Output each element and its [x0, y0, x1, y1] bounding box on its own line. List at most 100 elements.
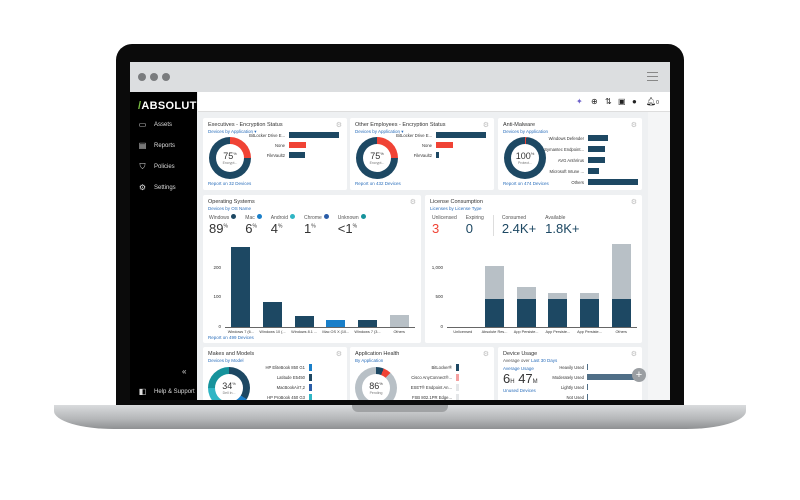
y-tick-label: 0: [440, 324, 443, 329]
add-circle-icon[interactable]: ⊕: [591, 97, 598, 106]
list-item-bar: [309, 374, 312, 381]
sidebar-item-settings[interactable]: ⚙ Settings: [138, 183, 176, 192]
gear-icon[interactable]: ⚙: [482, 351, 489, 358]
card-subtitle-link[interactable]: Devices by Model: [208, 358, 244, 363]
bar: [289, 142, 306, 148]
bar: [436, 132, 486, 138]
gear-icon[interactable]: ⚙: [630, 122, 637, 129]
card-device-usage: Device Usage Average over Last 30 Days ⚙…: [498, 347, 646, 400]
list-item-bar: [309, 394, 312, 400]
bar: [588, 146, 605, 152]
gear-icon[interactable]: ⚙: [335, 122, 342, 129]
list-item-label: FSB 802.1PR Edge...: [411, 395, 452, 400]
help-support-link[interactable]: ◧ Help & Support: [138, 387, 195, 396]
gear-icon[interactable]: ⚙: [630, 199, 637, 206]
right-gutter: [648, 112, 670, 400]
report-link[interactable]: Report on 499 Devices: [208, 335, 254, 340]
card-makes-models: Makes and Models Devices by Model ⚙ 34% D…: [203, 347, 347, 400]
period-link[interactable]: Last 30 Days: [530, 358, 558, 363]
bar-4: [580, 292, 599, 299]
x-tick-label: Mac OS X (10...: [322, 330, 350, 334]
list-item-label: HP EliteBook 850 G1: [265, 365, 306, 370]
y-tick-label: 500: [435, 294, 443, 300]
y-tick-label: 1,000: [431, 264, 443, 270]
bell-icon[interactable]: 🔔︎0: [646, 97, 659, 106]
legend-label: Windows: [209, 214, 237, 221]
legend-swatch: [256, 214, 262, 219]
list-item-label: MacBookAir7,2: [276, 385, 305, 390]
donut-label: Protect...: [517, 161, 532, 165]
hours: 6: [503, 371, 511, 386]
window-close-button[interactable]: [138, 73, 146, 81]
donut-percent-wrap: 100%: [511, 151, 539, 161]
window-maximize-button[interactable]: [162, 73, 170, 81]
user-icon[interactable]: ●: [632, 97, 637, 106]
calendar-icon[interactable]: ▣: [618, 97, 626, 106]
y-tick-label: 100: [213, 294, 221, 300]
card-subtitle-link[interactable]: Licenses by License Type: [430, 206, 482, 211]
list-item-label: BitLocker®: [431, 365, 452, 370]
license-bar-chart: 0 500 1,000 Unlicensed Absolute Res... App Pe…: [425, 235, 642, 335]
list-item-label: Latitude E5450: [276, 375, 305, 380]
card-subtitle-link[interactable]: Devices by Application ▾: [355, 129, 404, 134]
donut-label: Pending: [369, 391, 383, 395]
percent-value: 89: [209, 221, 224, 236]
card-title: Device Usage: [503, 351, 538, 357]
stat-value: 3: [432, 221, 440, 236]
bar-4: [358, 319, 377, 327]
sidebar: /ABSOLUTE ▭ Assets ▤ Reports ⛉ Policies ⚙ Se…: [130, 92, 204, 400]
gear-icon[interactable]: ⚙: [335, 351, 342, 358]
donut-chart: 75% Encrypt...: [209, 137, 251, 179]
window-minimize-button[interactable]: [150, 73, 158, 81]
transfer-icon[interactable]: ⇅: [605, 97, 612, 106]
stat-label: Consumed: [501, 215, 527, 221]
x-tick-label: Others: [393, 330, 405, 334]
donut-percent: 75: [223, 151, 234, 161]
unused-devices-link[interactable]: Unused Devices: [503, 388, 536, 393]
gear-icon[interactable]: ⚙: [630, 351, 637, 358]
x-tick-label: Others: [615, 330, 627, 334]
announcement-icon[interactable]: ✦: [576, 97, 583, 106]
bar-label: AVG AntiVirus: [557, 158, 584, 163]
stat-label: Available: [545, 215, 566, 221]
card-subtitle-link[interactable]: By Application: [355, 358, 384, 363]
label: Assets: [154, 121, 173, 128]
stat-label: Unlicensed: [432, 215, 457, 221]
add-widget-button[interactable]: +: [632, 368, 646, 382]
stat-consumed: Consumed 2.4K+: [492, 215, 536, 236]
report-link[interactable]: Report on 474 Devices: [503, 181, 549, 186]
legend-name: Chrome: [303, 215, 322, 221]
unit: %: [223, 223, 228, 230]
sidebar-item-reports[interactable]: ▤ Reports: [138, 141, 175, 150]
minutes: 47: [518, 371, 533, 386]
hamburger-menu-icon[interactable]: [647, 72, 658, 81]
top-header: ✦ ⊕ ⇅ ▣ ● 🔔︎0: [198, 92, 670, 112]
report-link[interactable]: Report on 32 Devices: [208, 181, 252, 186]
report-link[interactable]: Report on 432 Devices: [355, 181, 401, 186]
bar-5: [611, 298, 631, 327]
gear-icon[interactable]: ⚙: [482, 122, 489, 129]
card-title: Application Health: [355, 351, 400, 357]
card-subtitle-link[interactable]: Devices by Application: [503, 129, 549, 134]
donut-percent: 100: [515, 151, 531, 161]
collapse-sidebar-button[interactable]: «: [182, 367, 187, 376]
bar-label: Symantec Endpoint...: [544, 147, 584, 152]
average-usage-value: 6H 47M: [503, 371, 538, 386]
x-tick-label: Unlicensed: [453, 330, 473, 334]
legend-percent: 1%: [304, 221, 329, 236]
bar-2: [516, 298, 536, 327]
sidebar-item-assets[interactable]: ▭ Assets: [138, 120, 172, 129]
bar-1: [485, 265, 504, 299]
bar-2: [294, 315, 314, 327]
gear-icon[interactable]: ⚙: [409, 199, 416, 206]
donut-percent: 34: [222, 381, 233, 391]
bar-label: FileVault2: [413, 153, 432, 158]
card-subtitle-link[interactable]: Devices by OS Name: [208, 206, 252, 211]
list-item-label: ESET® Endpoint An...: [410, 385, 452, 390]
sidebar-item-policies[interactable]: ⛉ Policies: [138, 162, 175, 172]
donut-label: Encrypt...: [369, 161, 385, 165]
label: Help & Support: [154, 388, 195, 395]
stat-value: 1.8K+: [545, 221, 580, 236]
x-tick-label: App Persiste...: [513, 330, 539, 334]
card-subtitle-link[interactable]: Devices by Application ▾: [208, 129, 257, 134]
